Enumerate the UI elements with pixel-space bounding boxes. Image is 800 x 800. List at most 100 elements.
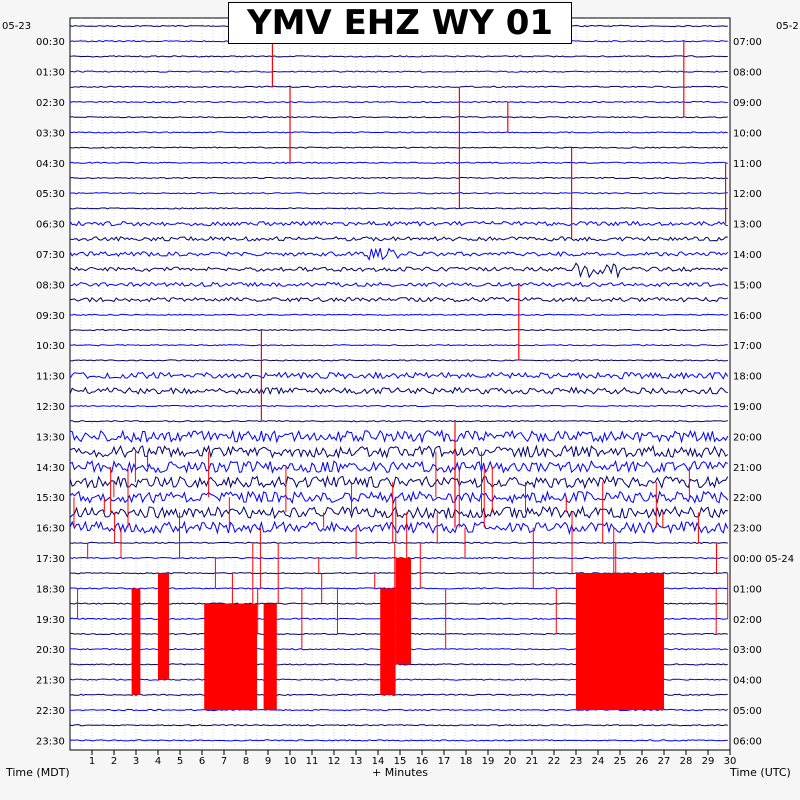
right-time-label: 19:00	[733, 402, 762, 413]
left-time-label: 00:30	[36, 37, 65, 48]
right-time-label: 05:00	[733, 706, 762, 717]
x-tick-label: 23	[570, 756, 583, 767]
right-axis-label: Time (UTC)	[730, 766, 791, 779]
right-time-label: 06:00	[733, 736, 762, 747]
seismic-trace	[69, 85, 728, 88]
x-tick-label: 28	[680, 756, 693, 767]
seismic-trace	[69, 724, 728, 727]
left-axis-label: Time (MDT)	[6, 766, 70, 779]
right-time-label: 14:00	[733, 250, 762, 261]
right-time-label: 23:00	[733, 524, 762, 535]
x-tick-label: 4	[155, 756, 161, 767]
right-time-label: 20:00	[733, 432, 762, 443]
seismic-trace	[69, 281, 728, 288]
left-date-label: 05-23	[2, 21, 32, 32]
seismic-trace	[69, 262, 728, 279]
left-time-label: 09:30	[36, 311, 65, 322]
x-tick-label: 26	[636, 756, 649, 767]
left-time-label: 01:30	[36, 68, 65, 79]
event-block	[576, 573, 664, 710]
x-tick-label: 12	[328, 756, 341, 767]
seismic-trace	[69, 296, 729, 303]
seismic-trace	[69, 505, 728, 520]
left-time-label: 13:30	[36, 432, 65, 443]
event-block	[263, 603, 277, 710]
right-time-label: 21:00	[733, 463, 762, 474]
left-time-label: 15:30	[36, 493, 65, 504]
left-time-label: 19:30	[36, 615, 65, 626]
event-block	[204, 603, 257, 710]
seismic-trace	[69, 207, 728, 210]
right-time-label: 22:00	[733, 493, 762, 504]
right-time-labels: 07:00 08:00 09:00 10:00 11:00 12:00 13:00 14:00…	[733, 37, 794, 747]
right-date-label: 05-2	[776, 21, 799, 32]
x-tick-label: 17	[438, 756, 451, 767]
seismic-trace	[69, 739, 728, 742]
right-time-label: 15:00	[733, 280, 762, 291]
right-time-label: 09:00	[733, 98, 762, 109]
left-time-label: 23:30	[36, 736, 65, 747]
right-time-label: 10:00	[733, 128, 762, 139]
x-tick-label: 10	[284, 756, 297, 767]
right-time-label: 12:00	[733, 189, 762, 200]
seismic-trace	[69, 328, 728, 332]
seismic-trace	[69, 359, 728, 362]
right-time-label: 01:00	[733, 584, 762, 595]
x-tick-label: 18	[460, 756, 473, 767]
x-tick-label: 3	[133, 756, 139, 767]
left-time-label: 18:30	[36, 584, 65, 595]
seismic-trace	[69, 146, 728, 149]
seismic-trace	[69, 70, 728, 73]
seismic-trace	[69, 192, 728, 195]
seismic-trace	[69, 444, 729, 459]
x-tick-label: 27	[658, 756, 671, 767]
x-axis-ticks: 1 2 3 4 5 6 7 8 9 10 11 12 13 14 15 16 17 18 19 20 21 22 23 24 2…	[89, 750, 737, 767]
x-tick-label: 6	[199, 756, 205, 767]
left-time-label: 05:30	[36, 189, 65, 200]
right-time-label: 04:00	[733, 676, 762, 687]
right-time-label: 11:00	[733, 159, 762, 170]
x-tick-label: 29	[702, 756, 715, 767]
seismic-trace	[69, 116, 728, 119]
seismic-trace	[69, 386, 728, 396]
seismic-trace	[69, 404, 728, 408]
left-time-label: 17:30	[36, 554, 65, 565]
left-time-label: 12:30	[36, 402, 65, 413]
seismic-trace	[69, 161, 728, 164]
x-tick-label: 25	[614, 756, 627, 767]
seismic-trace	[69, 235, 728, 242]
left-time-label: 22:30	[36, 706, 65, 717]
x-tick-label: 22	[548, 756, 561, 767]
seismic-trace	[69, 371, 729, 381]
x-tick-label: 30	[724, 756, 737, 767]
x-tick-label: 5	[177, 756, 183, 767]
x-tick-label: 20	[504, 756, 517, 767]
x-tick-label: 1	[89, 756, 95, 767]
seismic-trace	[69, 219, 728, 227]
right-time-label: 18:00	[733, 372, 762, 383]
right-time-label: 02:00	[733, 615, 762, 626]
right-time-label: 16:00	[733, 311, 762, 322]
left-time-label: 04:30	[36, 159, 65, 170]
seismic-trace	[69, 475, 729, 490]
event-marks	[73, 41, 729, 710]
x-tick-label: 2	[111, 756, 117, 767]
x-tick-label: 16	[416, 756, 429, 767]
left-time-label: 03:30	[36, 128, 65, 139]
x-tick-label: 19	[482, 756, 495, 767]
event-block	[131, 588, 141, 695]
x-tick-label: 8	[243, 756, 249, 767]
left-time-label: 07:30	[36, 250, 65, 261]
left-time-label: 11:30	[36, 372, 65, 383]
seismic-trace	[69, 131, 728, 134]
left-time-labels: 00:30 01:30 02:30 03:30 04:30 05:30 06:30 07:30…	[36, 37, 65, 747]
seismic-trace	[69, 100, 728, 104]
seismic-trace	[69, 420, 728, 423]
seismic-trace	[69, 490, 729, 505]
x-tick-label: 7	[221, 756, 227, 767]
event-block	[380, 588, 396, 695]
event-block	[158, 573, 169, 680]
seismic-trace	[69, 313, 728, 316]
left-time-label: 20:30	[36, 645, 65, 656]
